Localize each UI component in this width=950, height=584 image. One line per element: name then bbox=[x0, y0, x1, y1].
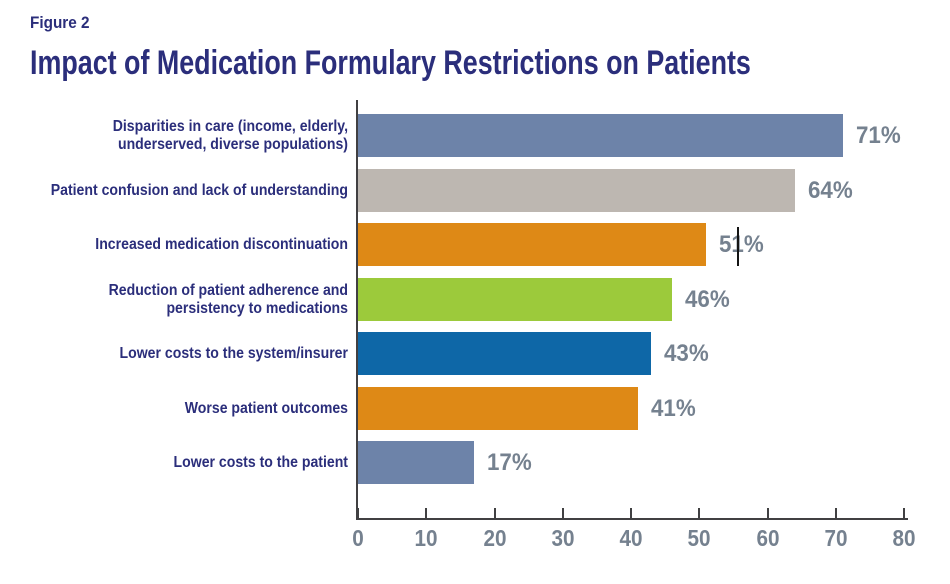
bar-row: Patient confusion and lack of understand… bbox=[0, 169, 950, 212]
value-label: 17% bbox=[487, 448, 532, 476]
x-tick-label: 10 bbox=[414, 525, 438, 551]
bar-row: Reduction of patient adherence and persi… bbox=[0, 278, 950, 321]
value-label: 41% bbox=[651, 394, 696, 422]
x-tick-label: 80 bbox=[892, 525, 916, 551]
x-tick-label: 20 bbox=[483, 525, 507, 551]
x-tick-mark bbox=[767, 508, 769, 518]
x-tick-mark bbox=[835, 508, 837, 518]
x-tick-mark bbox=[357, 508, 359, 518]
value-label: 71% bbox=[856, 121, 901, 149]
x-tick-label: 50 bbox=[687, 525, 711, 551]
x-tick-mark bbox=[425, 508, 427, 518]
x-tick-label: 30 bbox=[551, 525, 575, 551]
bar bbox=[358, 278, 672, 321]
category-label: Reduction of patient adherence and persi… bbox=[108, 281, 348, 317]
bar bbox=[358, 441, 474, 484]
figure-label: Figure 2 bbox=[30, 13, 90, 32]
bar-row: Worse patient outcomes 41% bbox=[0, 387, 950, 430]
value-label: 46% bbox=[685, 285, 730, 313]
bar-row: Increased medication discontinuation 51% bbox=[0, 223, 950, 266]
bar bbox=[358, 387, 638, 430]
bar bbox=[358, 223, 706, 266]
x-tick-mark bbox=[562, 508, 564, 518]
bar bbox=[358, 169, 795, 212]
bar bbox=[358, 332, 651, 375]
x-tick-mark bbox=[698, 508, 700, 518]
x-tick-mark bbox=[903, 508, 905, 518]
category-label: Worse patient outcomes bbox=[184, 399, 348, 417]
text-cursor-artifact bbox=[737, 227, 739, 266]
bar-row: Lower costs to the system/insurer 43% bbox=[0, 332, 950, 375]
x-tick-label: 0 bbox=[352, 525, 364, 551]
value-label: 64% bbox=[808, 176, 853, 204]
category-label: Lower costs to the patient bbox=[173, 453, 348, 471]
page-title: Impact of Medication Formulary Restricti… bbox=[30, 44, 751, 82]
bar bbox=[358, 114, 843, 157]
x-axis-line bbox=[356, 518, 908, 520]
y-axis-line bbox=[356, 100, 358, 520]
x-tick-label: 70 bbox=[824, 525, 848, 551]
category-label: Disparities in care (income, elderly, un… bbox=[112, 117, 348, 153]
x-tick-label: 60 bbox=[756, 525, 780, 551]
category-label: Patient confusion and lack of understand… bbox=[50, 181, 348, 199]
x-tick-label: 40 bbox=[619, 525, 643, 551]
x-tick-mark bbox=[630, 508, 632, 518]
bar-row: Disparities in care (income, elderly, un… bbox=[0, 114, 950, 157]
x-tick-mark bbox=[494, 508, 496, 518]
category-label: Increased medication discontinuation bbox=[95, 235, 348, 253]
category-label: Lower costs to the system/insurer bbox=[119, 344, 349, 362]
bar-row: Lower costs to the patient 17% bbox=[0, 441, 950, 484]
value-label: 51% bbox=[719, 230, 764, 258]
value-label: 43% bbox=[664, 339, 709, 367]
